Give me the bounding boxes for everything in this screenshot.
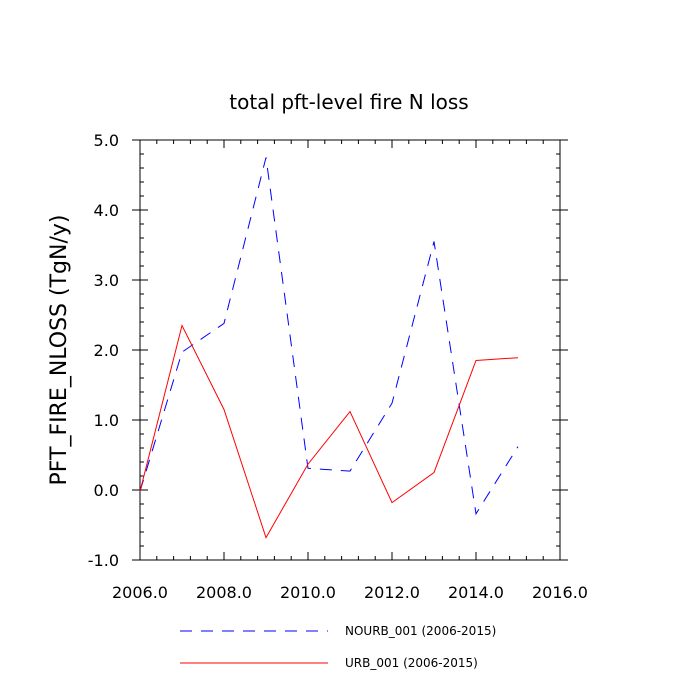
series-lines [139,157,519,539]
y-tick-label: 3.0 [94,271,119,290]
y-tick-label: 0.0 [94,481,119,500]
x-tick-label: 2016.0 [532,583,588,602]
minor-ticks [140,140,560,560]
major-ticks [132,139,568,561]
tick-labels: 2006.0 2008.0 2010.0 2012.0 2014.0 2016.0 -1.0… [88,131,588,602]
legend: NOURB_001 (2006-2015) URB_001 (2006-2015) [180,624,496,670]
plot-frame [139,139,561,561]
y-tick-label: 5.0 [94,131,119,150]
chart-title: total pft-level fire N loss [229,90,468,114]
legend-label: NOURB_001 (2006-2015) [345,624,496,638]
series-line [139,324,519,539]
x-tick-label: 2006.0 [112,583,168,602]
legend-label: URB_001 (2006-2015) [345,656,478,670]
x-tick-label: 2012.0 [364,583,420,602]
y-tick-label: 2.0 [94,341,119,360]
y-tick-label: -1.0 [88,551,119,570]
y-axis-label: PFT_FIRE_NLOSS (TgN/y) [47,215,72,486]
y-tick-label: 4.0 [94,201,119,220]
y-tick-label: 1.0 [94,411,119,430]
x-tick-label: 2014.0 [448,583,504,602]
x-tick-label: 2010.0 [280,583,336,602]
series-line [139,157,519,516]
x-tick-label: 2008.0 [196,583,252,602]
